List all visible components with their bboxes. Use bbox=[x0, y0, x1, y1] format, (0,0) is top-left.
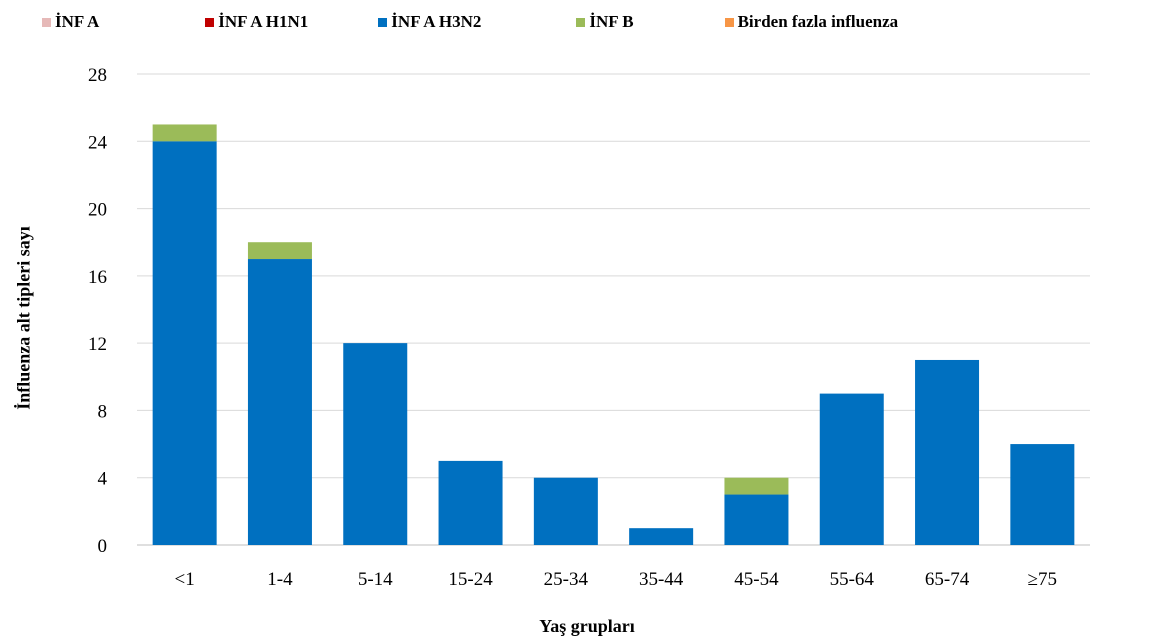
legend-swatch bbox=[42, 17, 51, 27]
y-tick-label: 20 bbox=[88, 200, 107, 221]
legend-item: Birden fazla influenza bbox=[724, 12, 899, 32]
bar-segment bbox=[533, 477, 598, 545]
x-tick-label: 1-4 bbox=[267, 569, 293, 590]
bar-segment bbox=[915, 359, 980, 545]
y-tick-label: 24 bbox=[88, 132, 108, 153]
x-tick-label: 35-44 bbox=[639, 569, 684, 590]
y-tick-label: 4 bbox=[98, 469, 108, 490]
bar-segment bbox=[247, 242, 312, 260]
y-tick-label: 0 bbox=[98, 536, 108, 557]
legend-item: İNF A H3N2 bbox=[378, 12, 481, 32]
y-tick-label: 12 bbox=[88, 334, 107, 355]
x-tick-label: 45-54 bbox=[734, 569, 779, 590]
y-axis-title: İnfluenza alt tipleri sayı bbox=[13, 226, 34, 410]
y-tick-label: 28 bbox=[88, 65, 107, 86]
legend-item: İNF B bbox=[576, 12, 634, 32]
x-axis-title: Yaş grupları bbox=[539, 616, 635, 636]
legend-swatch bbox=[576, 17, 586, 27]
bar-segment bbox=[724, 494, 789, 545]
x-tick-label: 5-14 bbox=[358, 569, 393, 590]
x-tick-label: 55-64 bbox=[830, 569, 875, 590]
bar-segment bbox=[819, 393, 884, 545]
legend-label: İNF B bbox=[589, 12, 634, 31]
legend-item: İNF A bbox=[42, 12, 99, 32]
legend-swatch bbox=[205, 17, 215, 27]
legend-label: İNF A H1N1 bbox=[218, 12, 309, 31]
legend-label: İNF A H3N2 bbox=[391, 12, 482, 31]
x-tick-label: ≥75 bbox=[1028, 569, 1057, 590]
legend-swatch bbox=[378, 17, 388, 27]
x-tick-label: <1 bbox=[175, 569, 195, 590]
legend: İNF A İNF A H1N1 İNF A H3N2 İNF B Birden faz… bbox=[42, 8, 1174, 36]
x-tick-label: 25-34 bbox=[544, 569, 589, 590]
legend-item: İNF A H1N1 bbox=[205, 12, 308, 32]
bar-segment bbox=[152, 141, 217, 546]
bar-segment bbox=[438, 460, 503, 545]
bar-segment bbox=[247, 259, 312, 545]
bar-segment bbox=[343, 343, 408, 545]
bar-segment bbox=[724, 477, 789, 495]
x-tick-label: 65-74 bbox=[925, 569, 970, 590]
bar-segment bbox=[629, 528, 694, 545]
legend-swatch bbox=[724, 17, 734, 27]
y-tick-label: 16 bbox=[88, 267, 107, 288]
legend-label: İNF A bbox=[55, 12, 100, 31]
legend-label: Birden fazla influenza bbox=[737, 12, 899, 31]
x-tick-label: 15-24 bbox=[448, 569, 493, 590]
y-tick-label: 8 bbox=[98, 401, 108, 422]
bar-segment bbox=[1010, 444, 1075, 545]
bar-segment bbox=[152, 124, 217, 142]
